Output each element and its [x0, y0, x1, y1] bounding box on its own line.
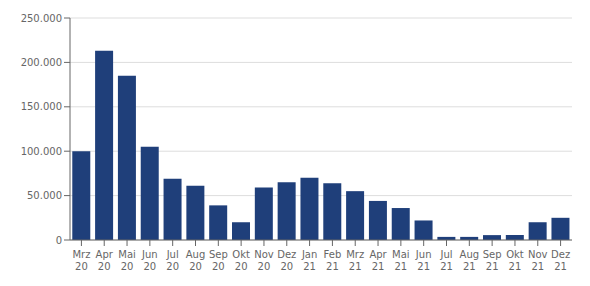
svg-text:Okt20: Okt20 [232, 249, 250, 272]
svg-text:Apr21: Apr21 [369, 249, 387, 272]
svg-text:Aug20: Aug20 [186, 249, 206, 272]
svg-text:Mrz21: Mrz21 [346, 249, 364, 272]
svg-text:0: 0 [56, 235, 62, 246]
svg-text:Mai21: Mai21 [392, 249, 410, 272]
svg-text:Jun21: Jun21 [415, 249, 432, 272]
svg-text:Okt21: Okt21 [506, 249, 524, 272]
svg-text:Jun20: Jun20 [141, 249, 158, 272]
svg-text:Nov20: Nov20 [254, 249, 274, 272]
svg-text:Feb21: Feb21 [324, 249, 342, 272]
svg-text:Jul21: Jul21 [439, 249, 452, 272]
svg-text:Sep20: Sep20 [209, 249, 228, 272]
svg-text:Mrz20: Mrz20 [72, 249, 90, 272]
svg-text:100.000: 100.000 [21, 146, 62, 157]
svg-text:Jan21: Jan21 [301, 249, 317, 272]
svg-text:Mai20: Mai20 [118, 249, 136, 272]
svg-text:Apr20: Apr20 [96, 249, 114, 272]
svg-text:Dez20: Dez20 [277, 249, 296, 272]
svg-text:250.000: 250.000 [21, 13, 62, 24]
svg-text:Aug21: Aug21 [460, 249, 480, 272]
svg-text:50.000: 50.000 [27, 190, 62, 201]
svg-text:Nov21: Nov21 [528, 249, 548, 272]
svg-text:Dez21: Dez21 [551, 249, 570, 272]
svg-text:200.000: 200.000 [21, 57, 62, 68]
svg-text:Sep21: Sep21 [483, 249, 502, 272]
svg-text:150.000: 150.000 [21, 101, 62, 112]
svg-text:Jul20: Jul20 [166, 249, 179, 272]
